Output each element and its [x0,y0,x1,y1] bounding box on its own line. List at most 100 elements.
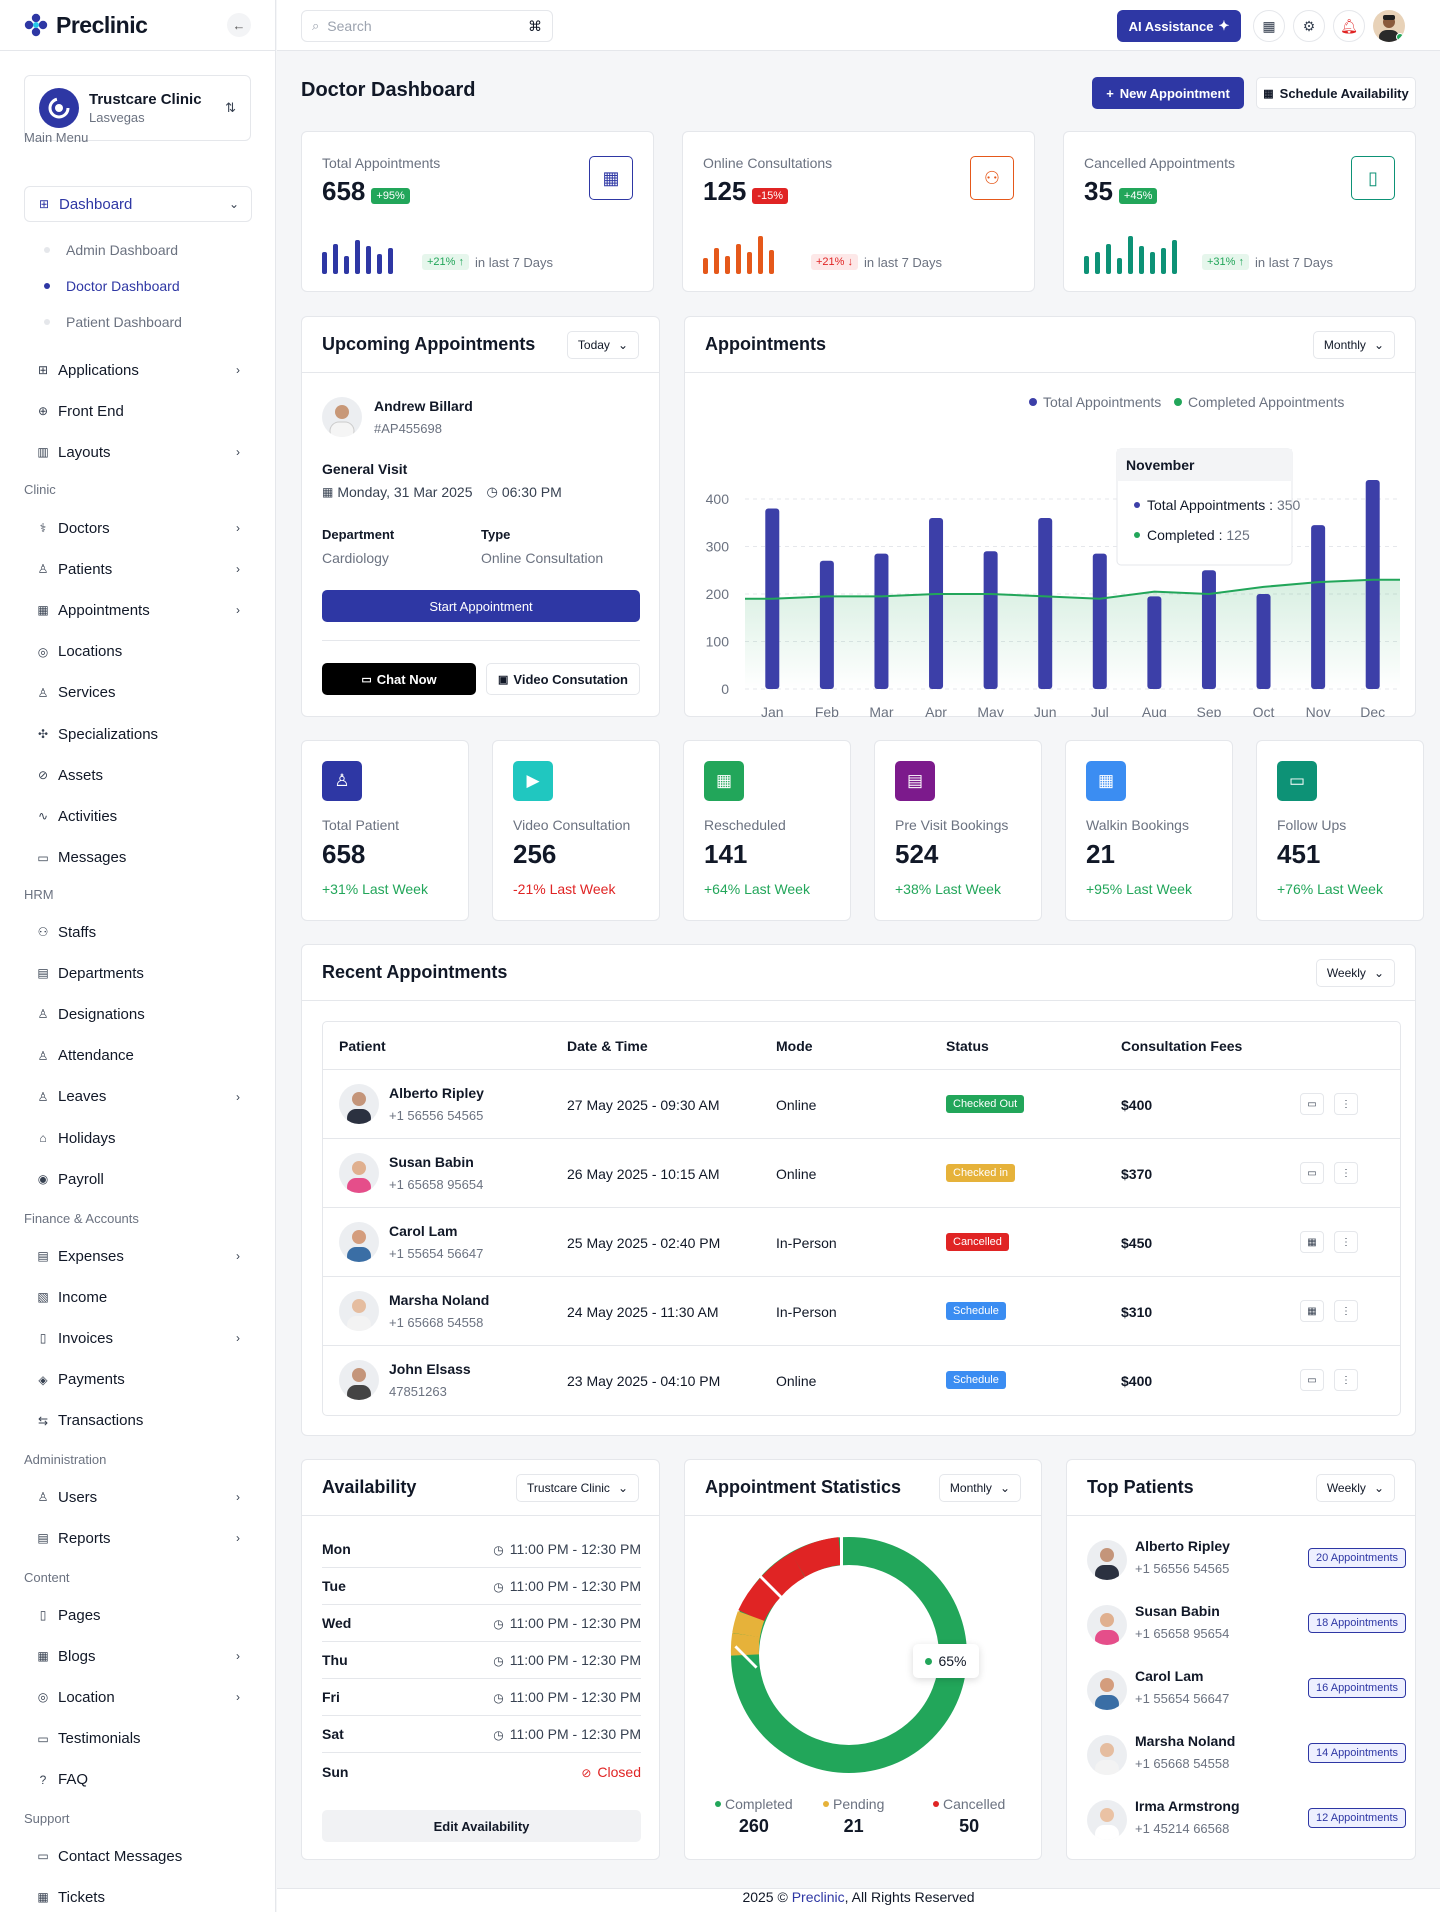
start-appointment-button[interactable]: Start Appointment [322,590,640,622]
bar-may[interactable] [983,551,998,689]
bar-feb[interactable] [819,560,834,689]
sidebar-item-holidays[interactable]: ⌂ Holidays [24,1120,252,1156]
top-patient-row[interactable]: Susan Babin +1 65658 95654 18 Appointments [1087,1599,1406,1659]
chart-filter-dropdown[interactable]: Monthly ⌄ [1312,330,1395,359]
clinic-name: Trustcare Clinic [89,91,202,108]
statistics-filter-dropdown[interactable]: Monthly ⌄ [938,1473,1021,1502]
sidebar-item-specializations[interactable]: ✣ Specializations [24,716,252,752]
bar-jul[interactable] [1092,553,1107,689]
sidebar-item-faq[interactable]: ? FAQ [24,1762,252,1798]
patient-name[interactable]: John Elsass [389,1361,471,1377]
table-row[interactable]: Marsha Noland +1 65668 54558 24 May 2025 -… [323,1277,1400,1346]
patient-name[interactable]: Susan Babin [389,1154,474,1170]
recent-filter-dropdown[interactable]: Weekly ⌄ [1315,958,1395,987]
sidebar-item-services[interactable]: ♙ Services [24,675,252,711]
sidebar-item-leaves[interactable]: ♙ Leaves › [24,1079,252,1115]
sidebar-item-front-end[interactable]: ⊕ Front End [24,393,252,429]
bar-dec[interactable] [1365,480,1380,689]
sidebar-item-appointments[interactable]: ▦ Appointments › [24,592,252,628]
video-icon[interactable]: ▭ [1300,1162,1324,1184]
sidebar-item-income[interactable]: ▧ Income [24,1279,252,1315]
footer-brand-link[interactable]: Preclinic [791,1889,845,1905]
sidebar-item-payroll[interactable]: ◉ Payroll [24,1161,252,1197]
sidebar-subitem-doctor-dashboard[interactable]: Doctor Dashboard [44,278,180,294]
sidebar-subitem-admin-dashboard[interactable]: Admin Dashboard [44,242,178,258]
bar-mar[interactable] [874,553,889,689]
bar-sep[interactable] [1201,570,1216,689]
bar-oct[interactable] [1256,594,1271,689]
schedule-availability-button[interactable]: ▦ Schedule Availability [1256,77,1416,109]
bar-apr[interactable] [929,518,944,689]
clinic-filter-dropdown[interactable]: Trustcare Clinic ⌄ [516,1473,639,1502]
table-row[interactable]: John Elsass 47851263 23 May 2025 - 04:10 P… [323,1346,1400,1415]
video-icon[interactable]: ▭ [1300,1093,1324,1115]
appointment-count-badge: 16 Appointments [1308,1678,1406,1698]
patient-name[interactable]: Alberto Ripley [389,1085,484,1101]
sidebar-item-assets[interactable]: ⊘ Assets [24,757,252,793]
sidebar-item-designations[interactable]: ♙ Designations [24,996,252,1032]
sidebar-item-payments[interactable]: ◈ Payments [24,1362,252,1398]
edit-availability-button[interactable]: Edit Availability [322,1810,641,1842]
sidebar-item-transactions[interactable]: ⇆ Transactions [24,1403,252,1439]
sidebar-item-testimonials[interactable]: ▭ Testimonials [24,1721,252,1757]
x-tick-label: Aug [1142,704,1167,717]
bar-aug[interactable] [1147,596,1162,689]
sidebar-item-dashboard[interactable]: ⊞ Dashboard ⌄ [24,186,252,222]
top-patient-row[interactable]: Alberto Ripley +1 56556 54565 20 Appointme… [1087,1534,1406,1594]
new-appointment-button[interactable]: + New Appointment [1092,77,1244,109]
sidebar-item-layouts[interactable]: ▥ Layouts › [24,434,252,470]
sidebar-item-staffs[interactable]: ⚇ Staffs [24,914,252,950]
calendar-icon[interactable]: ▦ [1253,10,1285,42]
sidebar-item-messages[interactable]: ▭ Messages [24,840,252,876]
sidebar-item-patients[interactable]: ♙ Patients › [24,551,252,587]
sidebar-item-location[interactable]: ◎ Location › [24,1679,252,1715]
top-patient-row[interactable]: Irma Armstrong +1 45214 66568 12 Appointme… [1087,1794,1406,1854]
sidebar-item-applications[interactable]: ⊞ Applications › [24,352,252,388]
table-row[interactable]: Carol Lam +1 55654 56647 25 May 2025 - 02:… [323,1208,1400,1277]
chat-now-button[interactable]: ▭ Chat Now [322,663,476,695]
sidebar-item-attendance[interactable]: ♙ Attendance [24,1038,252,1074]
video-consultation-button[interactable]: ▣ Video Consutation [486,663,640,695]
more-options-icon[interactable]: ⋮ [1334,1093,1358,1115]
more-options-icon[interactable]: ⋮ [1334,1162,1358,1184]
table-row[interactable]: Alberto Ripley +1 56556 54565 27 May 2025 … [323,1070,1400,1139]
sidebar-item-reports[interactable]: ▤ Reports › [24,1520,252,1556]
sidebar-item-pages[interactable]: ▯ Pages [24,1597,252,1633]
user-avatar[interactable] [1373,10,1405,42]
calendar-icon[interactable]: ▦ [1300,1231,1324,1253]
sidebar-subitem-patient-dashboard[interactable]: Patient Dashboard [44,314,182,330]
settings-icon[interactable]: ⚙ [1293,10,1325,42]
collapse-sidebar-icon[interactable]: ← [227,13,251,37]
notification-bell-icon[interactable]: 🔔︎ [1333,10,1365,42]
calendar-icon[interactable]: ▦ [1300,1300,1324,1322]
more-options-icon[interactable]: ⋮ [1334,1300,1358,1322]
sidebar-item-locations[interactable]: ◎ Locations [24,634,252,670]
sidebar-item-expenses[interactable]: ▤ Expenses › [24,1238,252,1274]
clock-icon: ◷ [493,1691,504,1705]
bar-nov[interactable] [1311,525,1326,689]
patient-name[interactable]: Carol Lam [389,1223,458,1239]
patient-name[interactable]: Marsha Noland [389,1292,490,1308]
sidebar-item-activities[interactable]: ∿ Activities [24,798,252,834]
sidebar-item-doctors[interactable]: ⚕ Doctors › [24,510,252,546]
sidebar-item-blogs[interactable]: ▦ Blogs › [24,1638,252,1674]
sidebar-item-users[interactable]: ♙ Users › [24,1479,252,1515]
top-patients-filter-dropdown[interactable]: Weekly ⌄ [1315,1473,1395,1502]
services-icon: ♙ [37,685,49,700]
sidebar-item-invoices[interactable]: ▯ Invoices › [24,1320,252,1356]
more-options-icon[interactable]: ⋮ [1334,1231,1358,1253]
ai-assistance-button[interactable]: AI Assistance ✦ [1117,10,1241,42]
sidebar-item-contact-messages[interactable]: ▭ Contact Messages [24,1838,252,1874]
table-row[interactable]: Susan Babin +1 65658 95654 26 May 2025 - 1… [323,1139,1400,1208]
video-icon[interactable]: ▭ [1300,1369,1324,1391]
clinic-switcher[interactable]: Trustcare Clinic Lasvegas ⇅ [24,75,251,141]
search-input[interactable]: ⌕ Search ⌘ [301,10,553,42]
upcoming-filter-dropdown[interactable]: Today ⌄ [566,330,639,359]
sidebar-item-departments[interactable]: ▤ Departments [24,955,252,991]
col-datetime: Date & Time [567,1038,648,1054]
top-patient-row[interactable]: Marsha Noland +1 65668 54558 14 Appointmen… [1087,1729,1406,1789]
bar-jun[interactable] [1038,518,1053,689]
sidebar-item-tickets[interactable]: ▦ Tickets [24,1879,252,1912]
more-options-icon[interactable]: ⋮ [1334,1369,1358,1391]
top-patient-row[interactable]: Carol Lam +1 55654 56647 16 Appointments [1087,1664,1406,1724]
